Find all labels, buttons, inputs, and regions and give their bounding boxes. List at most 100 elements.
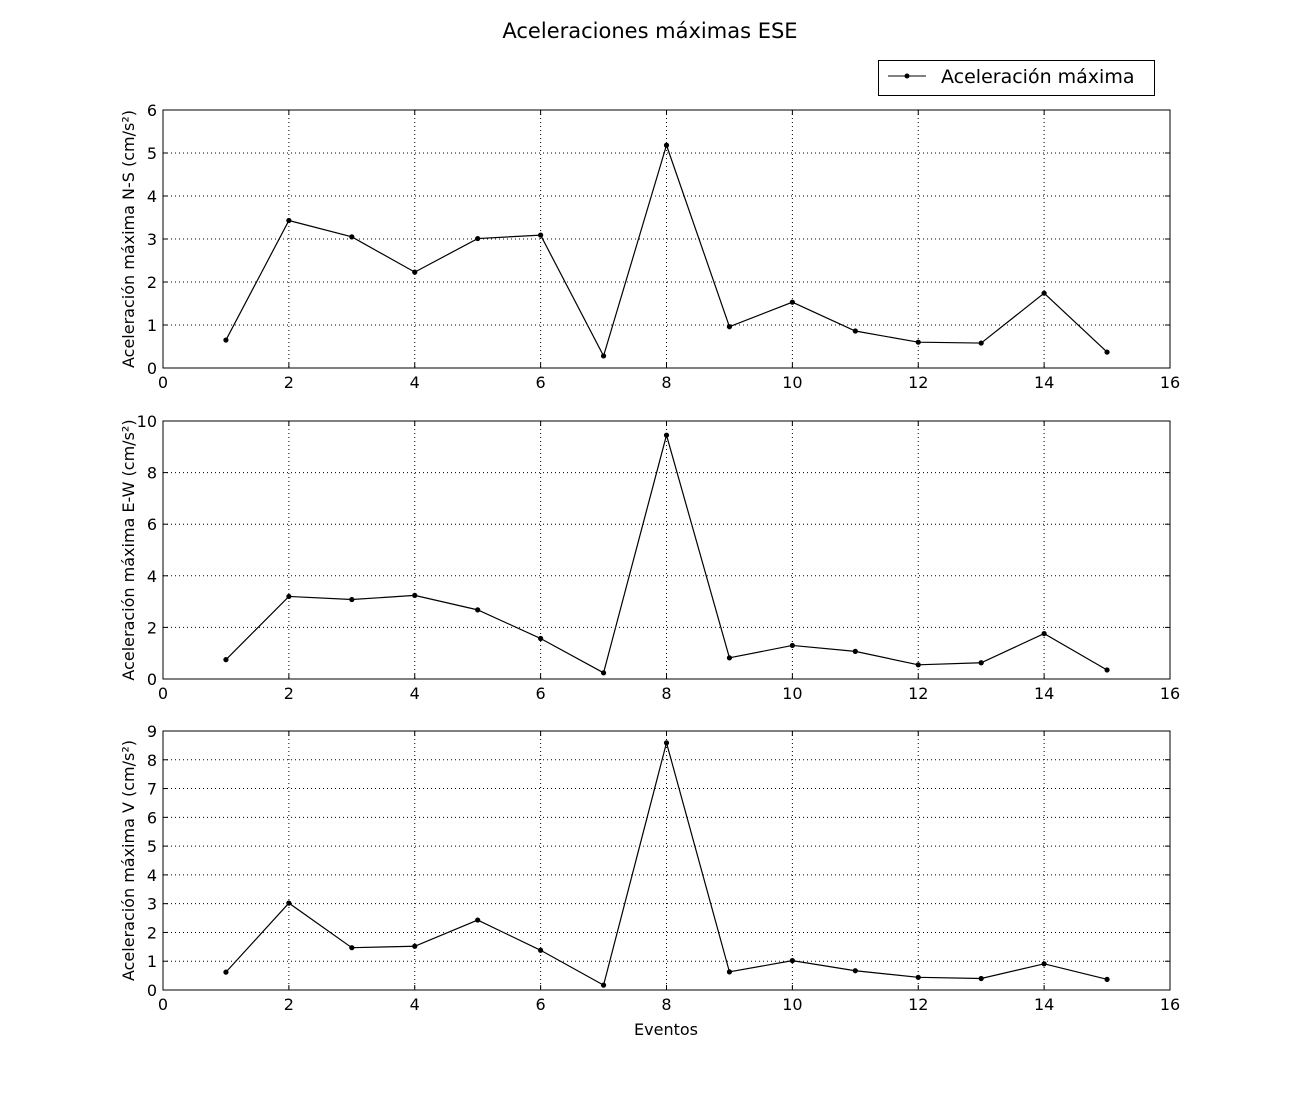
data-point (852, 328, 858, 334)
x-tick-label: 2 (284, 373, 294, 392)
data-point (412, 269, 418, 275)
data-point (915, 974, 921, 980)
x-tick-label: 8 (661, 684, 671, 703)
y-tick-label: 0 (147, 359, 157, 378)
x-tick-label: 2 (284, 684, 294, 703)
x-tick-label: 0 (158, 995, 168, 1014)
plot-frame (162, 109, 1171, 369)
x-tick-label: 10 (782, 684, 802, 703)
y-tick-label: 8 (147, 751, 157, 770)
x-tick-label: 10 (782, 995, 802, 1014)
data-point (286, 900, 292, 906)
y-axis-label: Aceleración máxima N-S (cm/s²) (119, 110, 138, 368)
y-tick-label: 6 (147, 515, 157, 534)
x-axis-label: Eventos (634, 1020, 698, 1039)
y-tick-label: 3 (147, 230, 157, 249)
y-tick-label: 5 (147, 837, 157, 856)
y-tick-label: 6 (147, 101, 157, 120)
data-point (475, 917, 481, 923)
data-point (349, 945, 355, 951)
x-tick-label: 0 (158, 373, 168, 392)
x-tick-label: 14 (1034, 373, 1054, 392)
data-point (1104, 667, 1110, 673)
x-tick-label: 8 (661, 995, 671, 1014)
y-tick-label: 6 (147, 808, 157, 827)
data-point (475, 607, 481, 613)
data-point (600, 353, 607, 359)
data-point (915, 662, 921, 668)
legend-label: Aceleración máxima (941, 66, 1134, 88)
x-tick-label: 6 (536, 373, 546, 392)
x-tick-label: 4 (410, 995, 420, 1014)
legend-marker-sample (904, 73, 910, 79)
data-point (663, 432, 670, 438)
y-tick-label: 3 (147, 895, 157, 914)
y-tick-label: 0 (147, 670, 157, 689)
data-point (600, 982, 607, 988)
data-point (349, 596, 355, 603)
data-point (852, 968, 858, 974)
data-point (1041, 630, 1047, 637)
data-point (1104, 976, 1110, 982)
x-tick-label: 12 (908, 373, 928, 392)
data-point (349, 234, 355, 240)
x-tick-label: 8 (661, 373, 671, 392)
plot-frame (162, 420, 1171, 680)
data-point (915, 339, 921, 345)
legend: Aceleración máxima (878, 60, 1155, 96)
y-tick-label: 4 (147, 866, 157, 885)
plot-frame (162, 730, 1171, 991)
data-point (978, 660, 984, 666)
data-point (663, 740, 670, 746)
y-tick-label: 1 (147, 952, 157, 971)
x-tick-label: 0 (158, 684, 168, 703)
data-point (538, 947, 544, 953)
data-point (412, 592, 418, 599)
y-tick-label: 2 (147, 618, 157, 637)
data-point (600, 670, 607, 676)
data-point (852, 648, 858, 654)
data-point (726, 655, 733, 661)
y-tick-label: 8 (147, 464, 157, 483)
data-point (978, 340, 984, 346)
y-tick-label: 4 (147, 567, 157, 586)
y-tick-label: 4 (147, 187, 157, 206)
x-tick-label: 16 (1160, 373, 1180, 392)
data-point (223, 969, 229, 975)
y-tick-label: 2 (147, 273, 157, 292)
data-point (223, 337, 229, 343)
y-tick-label: 5 (147, 144, 157, 163)
y-tick-label: 2 (147, 923, 157, 942)
chart-title: Aceleraciones máximas ESE (502, 19, 797, 43)
y-tick-label: 9 (147, 722, 157, 741)
data-point (978, 975, 984, 982)
data-point (663, 142, 670, 148)
y-tick-label: 1 (147, 316, 157, 335)
data-point (538, 232, 544, 238)
x-tick-label: 4 (410, 684, 420, 703)
x-tick-label: 16 (1160, 995, 1180, 1014)
data-point (789, 299, 795, 305)
x-tick-label: 2 (284, 995, 294, 1014)
data-point (286, 217, 292, 224)
x-tick-label: 10 (782, 373, 802, 392)
legend-box (878, 60, 1155, 96)
data-point (286, 593, 292, 600)
x-tick-label: 14 (1034, 684, 1054, 703)
y-axis-label: Aceleración máxima E-W (cm/s²) (119, 419, 138, 680)
data-point (412, 943, 418, 949)
x-tick-label: 12 (908, 995, 928, 1014)
data-point (789, 642, 795, 649)
data-point (1041, 961, 1047, 967)
data-point (475, 235, 481, 242)
x-tick-label: 16 (1160, 684, 1180, 703)
data-point (1041, 290, 1047, 296)
data-point (223, 657, 229, 663)
data-point (538, 635, 544, 642)
data-point (1104, 349, 1110, 355)
